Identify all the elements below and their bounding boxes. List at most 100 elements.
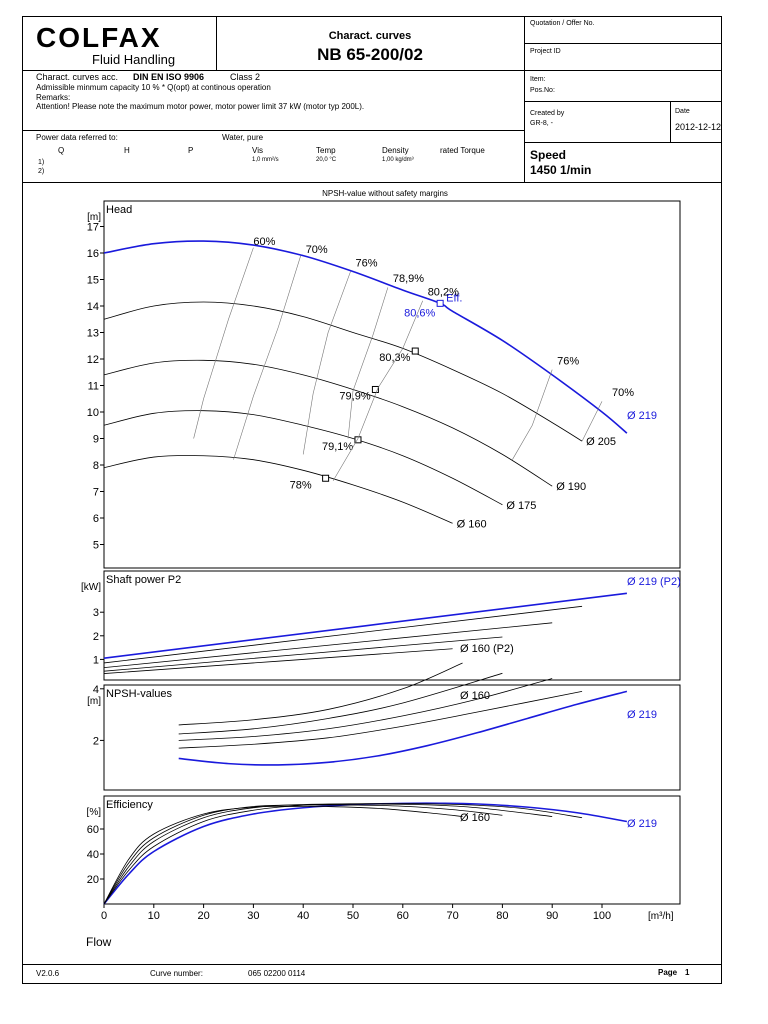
version: V2.0.6: [36, 969, 60, 978]
x-tick-label: 70: [446, 910, 458, 922]
page-label: Page: [658, 968, 678, 977]
y-tick-label: 9: [93, 434, 99, 446]
date-divider: [670, 101, 671, 142]
series-label: Ø 219: [627, 410, 657, 422]
curve-label: Curve number:: [150, 969, 203, 978]
iso-efficiency-line: [581, 401, 603, 442]
col-vis: Vis: [252, 146, 263, 155]
series-line: [103, 605, 583, 664]
remarks-label: Remarks:: [36, 93, 71, 102]
created-by-label: Created by: [530, 110, 565, 117]
duty-point: [411, 347, 419, 355]
class: Class 2: [230, 72, 261, 82]
col-density: Density: [382, 146, 409, 155]
iso-efficiency-line: [302, 271, 351, 455]
medium: Water, pure: [222, 133, 264, 142]
iso-efficiency-label: 76%: [557, 355, 579, 367]
series-line: [103, 805, 463, 905]
series-line: [103, 455, 453, 524]
min-capacity: Admissible minmum capacity 10 % * Q(opt)…: [36, 83, 271, 92]
project-label: Project ID: [530, 48, 561, 55]
duty-point-eff: 80,6%: [404, 307, 435, 319]
duty-point-eff: 78%: [290, 479, 312, 491]
pos-label: Pos.No:: [530, 87, 555, 94]
power-label: Power data referred to:: [36, 133, 118, 142]
power-rule: [22, 182, 722, 183]
y-axis-title: Shaft power P2: [106, 574, 181, 586]
temp-value: 20,0 °C: [316, 157, 337, 163]
series-label: Ø 160: [460, 812, 490, 824]
y-tick-label: 7: [93, 487, 99, 499]
series-line: [103, 648, 453, 674]
series-line: [103, 803, 583, 905]
speed-label: Speed: [530, 148, 567, 162]
duty-point: [354, 436, 362, 444]
y-tick-label: 4: [93, 684, 99, 696]
y-axis-unit: [m]: [87, 212, 101, 223]
standard: DIN EN ISO 9906: [133, 72, 205, 82]
row-2: 2): [38, 168, 45, 175]
datasheet-frame: [22, 16, 722, 984]
series-line: [103, 802, 628, 905]
series-line: [178, 690, 628, 766]
header-rule: [22, 70, 722, 71]
chart-title: NPSH-value without safety margins: [322, 189, 448, 198]
y-tick-label: 3: [93, 607, 99, 619]
iso-efficiency-line: [512, 369, 553, 460]
iso-efficiency-label: 78,9%: [393, 273, 424, 285]
y-tick-label: 60: [87, 824, 99, 836]
iso-efficiency-line: [233, 255, 301, 460]
x-tick-label: 0: [101, 910, 107, 922]
y-tick-label: 8: [93, 460, 99, 472]
col-q: Q: [58, 146, 65, 155]
y-axis-title: Head: [106, 204, 132, 216]
series-line: [103, 636, 503, 672]
created-by-value: GR-8, -: [530, 120, 553, 127]
series-label: Ø 219 (P2): [627, 576, 681, 588]
page-number: 1: [685, 968, 690, 977]
iso-efficiency-label: 70%: [306, 244, 328, 256]
iso-efficiency-label: 70%: [612, 387, 634, 399]
duty-point-eff: 79,9%: [339, 390, 370, 402]
y-tick-label: 5: [93, 540, 99, 552]
footer-rule: [22, 964, 722, 965]
speed-rule: [524, 142, 722, 143]
x-axis-title: Flow: [86, 935, 112, 949]
duty-point-eff: 79,1%: [322, 441, 353, 453]
y-tick-label: 10: [87, 407, 99, 419]
duty-point-eff: 80,3%: [379, 352, 410, 364]
row-1: 1): [38, 159, 45, 166]
series-label: Ø 205: [586, 436, 616, 448]
series-label: Ø 160 (P2): [460, 643, 514, 655]
iso-efficiency-line: [193, 247, 254, 439]
series-line: [178, 678, 553, 741]
panel-frame: [103, 684, 681, 791]
iso-efficiency-line: [332, 300, 423, 482]
x-tick-label: 80: [496, 910, 508, 922]
speed-value: 1450 1/min: [530, 163, 592, 177]
x-tick-label: 100: [593, 910, 611, 922]
date-label: Date: [675, 108, 690, 115]
duty-point: [436, 299, 444, 307]
y-tick-label: 2: [93, 631, 99, 643]
info-rule: [22, 130, 524, 131]
series-line: [103, 410, 503, 506]
y-tick-label: 17: [87, 222, 99, 234]
x-tick-label: 90: [546, 910, 558, 922]
iso-efficiency-label: 60%: [253, 236, 275, 248]
logo-subtitle: Fluid Handling: [92, 52, 176, 67]
col-temp: Temp: [316, 146, 336, 155]
series-label: Ø 190: [556, 481, 586, 493]
density-value: 1,00 kg/dm³: [382, 157, 414, 163]
x-tick-label: 10: [148, 910, 160, 922]
col-torque: rated Torque: [440, 146, 485, 155]
duty-point: [371, 385, 379, 393]
y-tick-label: 13: [87, 328, 99, 340]
y-tick-label: 2: [93, 735, 99, 747]
date-value: 2012-12-12: [675, 122, 722, 132]
y-tick-label: 11: [88, 381, 99, 393]
y-axis-title: Efficiency: [106, 799, 153, 811]
y-axis-unit: [kW]: [81, 582, 101, 593]
panel-frame: [103, 795, 681, 905]
logo-wordmark: COLFAX: [36, 22, 162, 53]
